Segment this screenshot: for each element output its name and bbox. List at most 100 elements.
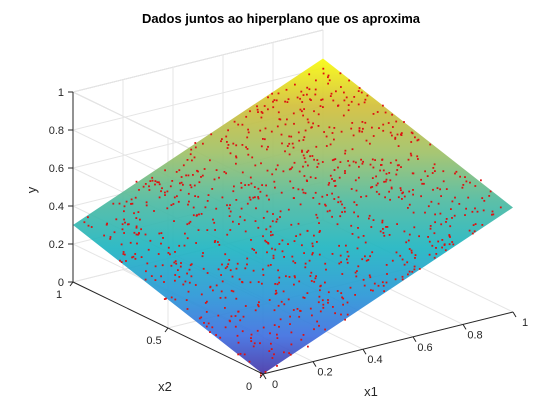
data-point	[157, 253, 160, 255]
data-point	[290, 135, 293, 138]
data-point	[133, 212, 135, 215]
data-point	[326, 194, 328, 196]
data-point	[266, 210, 269, 213]
data-point	[355, 275, 358, 278]
data-point	[158, 181, 160, 184]
data-point	[433, 232, 436, 235]
data-point	[412, 211, 415, 214]
regression-plane	[73, 58, 513, 374]
plane-surface	[73, 58, 513, 374]
data-point	[163, 298, 166, 300]
data-point	[396, 164, 399, 167]
data-point	[206, 272, 209, 274]
data-point	[455, 170, 458, 173]
data-point	[275, 220, 278, 223]
data-point	[344, 152, 346, 155]
data-point	[325, 135, 328, 138]
data-point	[327, 299, 329, 301]
data-point	[246, 263, 248, 266]
data-point	[206, 200, 209, 202]
data-point	[233, 120, 236, 123]
data-point	[403, 263, 406, 266]
data-point	[437, 240, 440, 243]
data-point	[304, 262, 307, 265]
data-point	[302, 154, 305, 157]
data-point	[347, 109, 350, 112]
data-point	[292, 260, 295, 263]
data-point	[371, 186, 374, 188]
y-tick-mark	[259, 373, 264, 379]
data-point	[260, 145, 263, 148]
data-point	[401, 278, 404, 281]
data-point	[331, 192, 333, 195]
data-point	[192, 206, 195, 209]
data-point	[471, 232, 474, 235]
data-point	[369, 163, 372, 166]
data-point	[236, 334, 239, 337]
data-point	[135, 233, 138, 236]
data-point	[345, 244, 347, 247]
data-point	[343, 91, 345, 94]
data-point	[87, 224, 90, 227]
data-point	[306, 118, 309, 121]
data-point	[130, 203, 132, 205]
data-point	[266, 169, 269, 172]
data-point	[491, 213, 493, 216]
data-point	[273, 324, 276, 326]
data-point	[315, 213, 318, 216]
data-point	[279, 216, 281, 218]
data-point	[292, 309, 295, 311]
data-point	[334, 185, 336, 187]
data-point	[362, 235, 365, 237]
data-point	[229, 269, 232, 272]
data-point	[220, 140, 222, 143]
data-point	[324, 281, 326, 284]
data-point	[277, 304, 280, 307]
data-point	[373, 282, 376, 285]
data-point	[327, 76, 329, 79]
data-point	[257, 226, 260, 229]
data-point	[317, 113, 320, 116]
data-point	[271, 220, 274, 223]
data-point	[121, 223, 124, 226]
data-point	[439, 188, 441, 191]
data-point	[294, 83, 296, 86]
data-point	[191, 159, 193, 162]
data-point	[341, 296, 343, 299]
data-point	[326, 210, 329, 213]
data-point	[357, 227, 359, 229]
data-point	[192, 174, 194, 176]
data-point	[257, 187, 260, 190]
data-point	[384, 111, 387, 114]
data-point	[454, 172, 456, 175]
data-point	[361, 162, 364, 165]
data-point	[365, 259, 368, 262]
data-point	[276, 125, 279, 128]
data-point	[312, 122, 314, 125]
data-point	[286, 118, 288, 121]
data-point	[302, 296, 305, 299]
data-point	[314, 93, 317, 96]
data-point	[312, 197, 315, 199]
data-point	[149, 239, 152, 242]
data-point	[414, 254, 417, 256]
data-point	[226, 147, 229, 149]
data-point	[133, 231, 136, 234]
data-point	[269, 225, 272, 228]
data-point	[282, 170, 285, 173]
data-point	[158, 183, 161, 186]
data-point	[458, 203, 461, 205]
data-point	[340, 313, 342, 316]
data-point	[279, 318, 282, 321]
data-point	[129, 241, 132, 244]
data-point	[144, 233, 147, 236]
data-point	[451, 241, 454, 243]
data-point	[225, 172, 227, 175]
data-point	[357, 90, 360, 92]
data-point	[271, 92, 273, 95]
data-point	[187, 192, 190, 195]
data-point	[454, 196, 456, 199]
data-point	[418, 268, 421, 270]
data-point	[182, 164, 185, 167]
